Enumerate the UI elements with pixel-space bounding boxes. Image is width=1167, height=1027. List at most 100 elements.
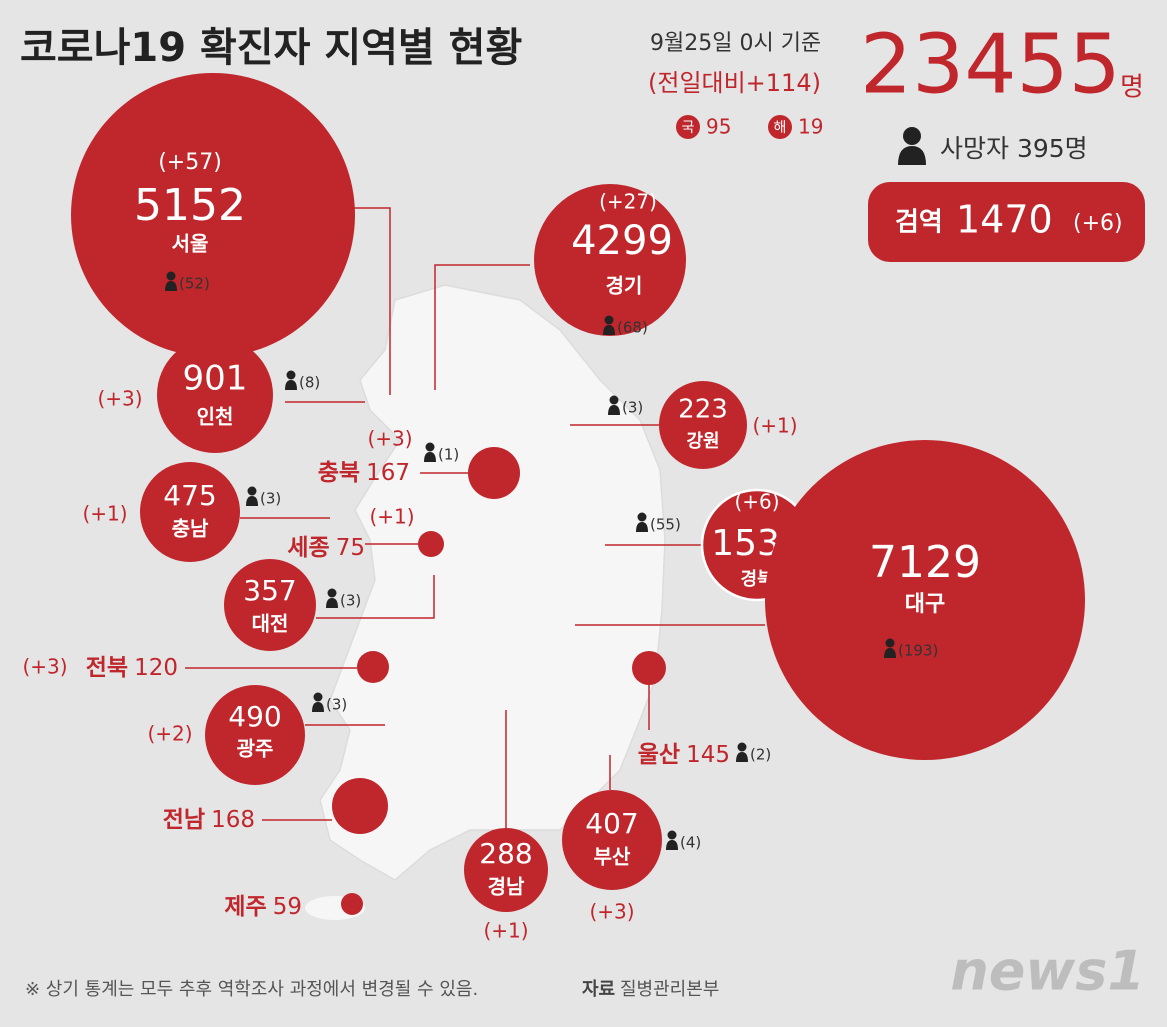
region-deaths: (1) [438, 446, 459, 464]
region-change: (+6) [734, 490, 779, 514]
region-cases: 288 [479, 837, 532, 870]
region-deaths: (3) [340, 592, 361, 610]
death-icon [666, 830, 678, 850]
death-icon [603, 315, 615, 335]
region-name: 강원 [686, 431, 719, 452]
icon-head [637, 512, 647, 522]
region-circle [534, 184, 686, 336]
death-icon [326, 588, 338, 608]
footnote: ※ 상기 통계는 모두 추후 역학조사 과정에서 변경될 수 있음. [25, 979, 478, 1000]
icon-body [424, 452, 436, 462]
region-cases: 145 [686, 742, 730, 768]
region-name: 경북 [740, 569, 773, 590]
icon-body [285, 380, 297, 390]
daily-change: (전일대비+114) [648, 69, 821, 97]
region-name: 제주 [224, 894, 266, 920]
death-icon [736, 742, 748, 762]
region-circle [418, 531, 444, 557]
region-change: (+1) [82, 502, 127, 526]
domestic-label: 국 [682, 120, 695, 136]
region-deaths: (3) [260, 490, 281, 508]
region-circle [464, 828, 548, 912]
icon-head [166, 271, 176, 281]
icon-head [604, 315, 614, 325]
death-icon [884, 638, 896, 658]
region-circle [157, 337, 273, 453]
region-deaths: (55) [650, 516, 681, 534]
logo: news1 [950, 940, 1145, 1003]
region-cases: 490 [228, 700, 281, 733]
source-label: 자료 [582, 979, 615, 1000]
region-label: 울산 145 [638, 742, 730, 768]
icon-body [608, 405, 620, 415]
region-deaths: (3) [622, 399, 643, 417]
region-change: (+2) [147, 722, 192, 746]
death-icon [246, 486, 258, 506]
region-cases: 75 [336, 535, 365, 561]
region-circle [357, 651, 389, 683]
icon-body [736, 752, 748, 762]
region-name: 대구 [905, 592, 945, 617]
icon-body [603, 325, 615, 335]
death-icon [285, 370, 297, 390]
domestic: 95 [706, 115, 731, 139]
region-deaths: (4) [680, 834, 701, 852]
region-name: 경기 [606, 274, 643, 298]
quarantine-change: (+6) [1073, 211, 1123, 236]
region-change: (+1) [483, 919, 528, 943]
region-circle [341, 893, 363, 915]
quarantine-label: 검역 [895, 208, 943, 238]
region-deaths: (8) [299, 374, 320, 392]
icon-head [425, 442, 435, 452]
icon-head [609, 395, 619, 405]
region-deaths: (193) [898, 642, 938, 660]
region-name: 세종 [287, 535, 329, 561]
icon-body [326, 598, 338, 608]
region-deaths: (68) [617, 319, 648, 337]
region-name: 대전 [252, 612, 289, 636]
region-name: 부산 [594, 845, 631, 869]
region-cases: 475 [163, 479, 216, 512]
total-unit: 명 [1120, 73, 1144, 103]
region-cases: 5152 [134, 180, 246, 231]
region-cases: 901 [183, 359, 248, 399]
map [319, 284, 666, 881]
connector [434, 264, 530, 390]
region-cases: 59 [273, 894, 302, 920]
region-circle [468, 447, 520, 499]
icon-head [667, 830, 677, 840]
death-icon [312, 692, 324, 712]
region-circle [562, 790, 662, 890]
region-name: 충북 [318, 460, 360, 486]
region-change: (+3) [367, 427, 412, 451]
domestic-badge [676, 115, 700, 139]
region-change: (+3) [22, 655, 67, 679]
title: 코로나19 확진자 지역별 현황 [20, 25, 522, 71]
icon-body [165, 281, 177, 291]
region-deaths: (2) [750, 746, 771, 764]
region-deaths: (52) [179, 275, 210, 293]
region-label: 세종 75 [287, 535, 365, 561]
region-cases: 120 [134, 655, 178, 681]
icon-body [312, 702, 324, 712]
region-circle [765, 440, 1085, 760]
source: 질병관리본부 [620, 979, 719, 1000]
region-name: 충남 [172, 517, 209, 541]
region-circle [140, 462, 240, 562]
icon-head [327, 588, 337, 598]
icon-head [885, 638, 895, 648]
region-name: 울산 [638, 742, 680, 768]
region-cases: 223 [678, 395, 728, 425]
region-cases: 407 [585, 807, 638, 840]
overseas: 19 [798, 115, 823, 139]
quarantine-box [868, 182, 1145, 262]
region-cases: 168 [211, 807, 255, 833]
icon-body [246, 496, 258, 506]
region-cases: 167 [366, 460, 410, 486]
overseas-label: 해 [774, 120, 787, 136]
region-label: 제주 59 [224, 894, 302, 920]
icon-head [737, 742, 747, 752]
death-icon [608, 395, 620, 415]
region-name: 광주 [237, 737, 274, 761]
